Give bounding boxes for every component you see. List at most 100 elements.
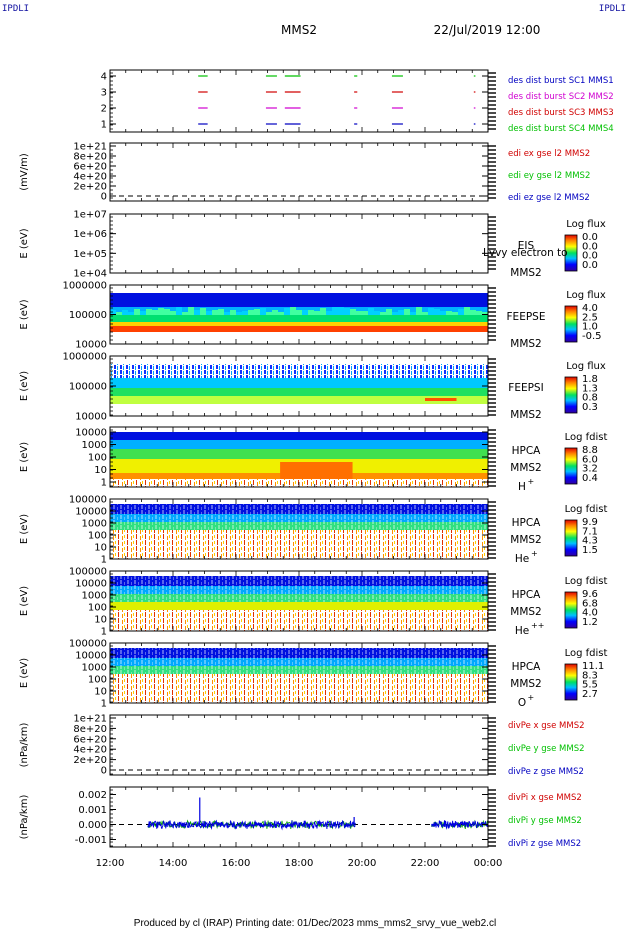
spectrogram-band [110,440,488,449]
colorbar-label: 4.0 [582,608,598,619]
panel-frame [109,786,489,848]
footer-credit: Produced by cl (IRAP) Printing date: 01/… [133,918,497,929]
colorbar-label: 6.0 [582,454,598,465]
spectrogram-cell [314,311,320,315]
species-charge: + [531,549,538,558]
spectrogram-band [110,396,488,404]
spectrogram-cell [410,312,416,315]
y-tick-label: 6e+20 [73,734,107,745]
spectrogram-texture [110,648,488,674]
plot-title: MMS2 [281,23,317,37]
y-tick-label: 8e+20 [73,724,107,735]
y-tick-label: 100000 [69,495,107,506]
spectrogram-cell [194,310,200,315]
y-tick-label: 100000 [69,382,107,393]
spacecraft-label: MMS2 [510,678,541,690]
spectrogram-cell [380,312,386,315]
spectrogram-cell [158,308,164,315]
colorbar-title: Log flux [566,361,606,372]
spectrogram-cell [230,310,236,315]
species-charge: + [528,477,535,486]
spectrogram-band [110,602,488,610]
y-axis-label: (mV/m) [19,153,30,191]
y-tick-label: 6e+20 [73,162,107,173]
spectrogram-cell [332,307,338,315]
spacecraft-label: MMS2 [510,267,541,279]
species-label: H [518,481,526,493]
panel-frame [109,142,489,202]
y-tick-label: 1e+06 [73,229,107,240]
spectrogram-cell [170,311,176,315]
corner-label-right: IPDLI [598,4,626,14]
colorbar-label: 1.0 [582,322,598,333]
y-tick-label: 1e+07 [73,210,107,221]
colorbar [564,591,578,629]
y-tick-label: 1 [101,555,107,566]
spectrogram-cell [296,310,302,315]
colorbar-label: 2.5 [582,312,598,323]
y-tick-label: 1000000 [62,352,107,363]
colorbar-label: 0.4 [582,473,598,484]
spectrogram-cell [356,311,362,315]
spectrogram-cell [206,311,212,315]
colorbar-label: 1.5 [582,545,598,556]
spectrogram-band [425,398,457,401]
y-tick-label: 10 [94,615,107,626]
x-tick-label: 20:00 [348,858,377,869]
y-tick-label: 1e+21 [73,142,107,153]
y-tick-label: 1000 [82,591,107,602]
spectrogram-cell [278,312,284,315]
spectrogram-band [110,610,488,631]
y-tick-label: 10000 [75,428,107,439]
y-tick-label: 10 [94,543,107,554]
spectrogram-cell [116,312,122,315]
y-tick-label: 1000000 [62,281,107,292]
spectrogram-cell [176,307,182,315]
colorbar-label: 2.7 [582,689,598,700]
colorbar-label: 7.1 [582,526,598,537]
panel-frame [109,69,489,133]
y-tick-label: 100 [88,603,107,614]
x-tick-label: 12:00 [96,858,125,869]
spectrogram-band [110,364,488,378]
spectrogram-cell [440,311,446,315]
y-tick-label: 3 [101,88,107,99]
y-tick-label: 1000 [82,519,107,530]
y-tick-label: 1e+04 [73,269,107,280]
y-axis-label: E (eV) [19,514,30,544]
y-tick-label: 10 [94,465,107,476]
spectrogram-cell [266,312,272,315]
colorbar-label: 9.6 [582,589,598,600]
y-tick-label: 1000 [82,440,107,451]
legend-entry: divPi x gse MMS2 [508,793,582,803]
series-line-z [147,819,356,831]
panel-feepse: E (eV) 10000 100000 1000000 Log flux 4.02.51.… [19,281,606,351]
y-tick-label: 4 [101,72,107,83]
spectrogram-cell [392,312,398,315]
legend-entry: des dist burst SC3 MMS3 [508,108,614,118]
spectrogram-band [110,326,488,332]
spectrogram-cell [374,311,380,315]
spectrogram-cell [242,311,248,315]
colorbar-label: 8.8 [582,445,598,456]
plot-datetime: 22/Jul/2019 12:00 [434,23,541,37]
legend-entry: divPi z gse MMS2 [508,839,581,849]
spectrogram-cell [434,309,440,315]
y-tick-label: 100 [88,675,107,686]
spectrogram-cell [248,310,254,315]
spectrogram-cell [290,307,296,315]
spectrogram-cell [452,312,458,315]
species-label: O [518,697,526,709]
legend-entry: edi ez gse l2 MMS2 [508,193,590,203]
colorbar-label: 0.0 [582,260,598,271]
spectrogram-cell [122,310,128,315]
spectrogram-cell [110,310,116,315]
spectrogram-cell [134,309,140,315]
colorbar-label: 1.3 [582,383,598,394]
spectrogram-texture [110,504,488,530]
y-tick-label: -0.001 [75,835,107,846]
